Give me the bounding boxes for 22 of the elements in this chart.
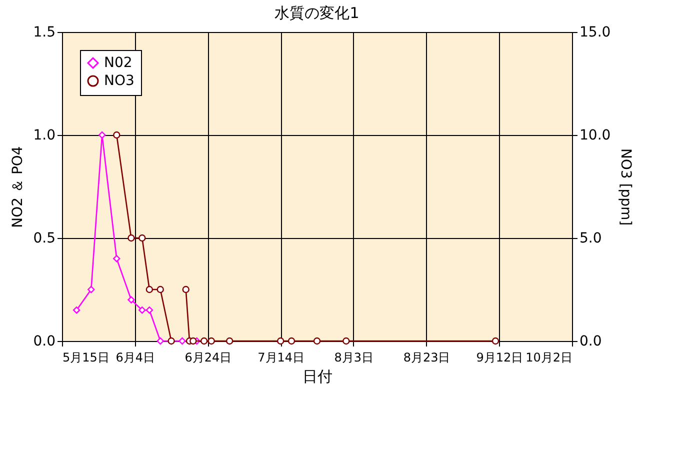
y2-tick-label: 10.0 [580, 128, 611, 144]
y-tick-label: 0.5 [33, 230, 56, 246]
y2-tick-label: 5.0 [580, 230, 602, 246]
y2-axis-title: NO3 [ppm] [618, 148, 634, 226]
y-axis-title: NO2 ＆ PO4 [10, 146, 26, 228]
x-tick-label: 5月15日 [62, 350, 110, 364]
x-tick-label: 6月24日 [184, 350, 232, 364]
y2-tick-label: 0.0 [580, 334, 602, 350]
x-tick-label: 6月4日 [116, 350, 155, 364]
y-tick-label: 1.5 [33, 24, 56, 40]
y-tick-label: 0.0 [33, 334, 56, 350]
x-tick-label: 8月3日 [334, 350, 374, 364]
x-tick-label: 9月12日 [476, 350, 524, 364]
x-tick-label: 10月2日 [526, 350, 572, 364]
y-tick-label: 1.0 [33, 128, 56, 144]
x-tick-label: 7月14日 [258, 350, 305, 364]
legend-label: NO3 [104, 73, 134, 89]
x-tick-label: 8月23日 [403, 350, 450, 364]
y2-tick-label: 15.0 [580, 24, 611, 40]
x-axis-title: 日付 [302, 368, 332, 386]
chart-title: 水質の変化1 [274, 4, 360, 22]
legend-label: N02 [104, 55, 132, 71]
